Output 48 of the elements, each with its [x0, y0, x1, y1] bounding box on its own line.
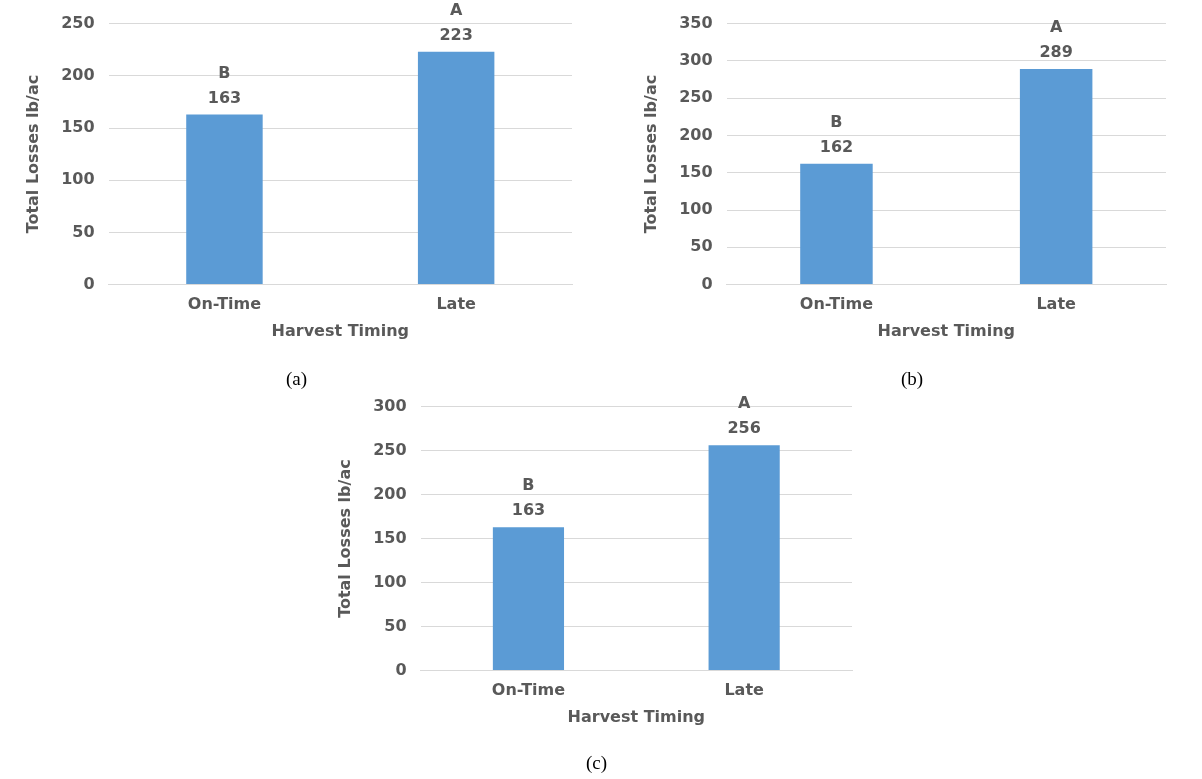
text: (a)	[286, 368, 308, 390]
y-axis-title: Total Losses lb/ac	[22, 74, 42, 234]
x-axis-title: Harvest Timing	[877, 320, 1016, 340]
y-axis-title: Total Losses lb/ac	[640, 74, 660, 234]
x-axis-title: Harvest Timing	[271, 320, 410, 340]
x-tick-label: On-Time	[491, 680, 566, 700]
data-label: 162	[819, 136, 854, 156]
x-tick-label: Late	[1036, 294, 1077, 314]
y-tick-label: 0	[83, 273, 95, 293]
y-tick-label: 200	[373, 483, 407, 503]
y-tick-label: 0	[395, 659, 407, 679]
y-tick-label: 300	[679, 50, 713, 70]
annotation: B	[522, 475, 535, 495]
y-tick-label: 100	[679, 199, 713, 219]
x-tick-label: Late	[724, 680, 765, 700]
data-label: 256	[727, 418, 761, 438]
annotation: B	[830, 111, 843, 131]
y-tick-label: 150	[679, 161, 713, 181]
y-tick-label: 150	[373, 527, 407, 547]
annotation: B	[218, 62, 231, 82]
y-tick-label: 350	[679, 12, 713, 32]
y-tick-label: 100	[61, 169, 95, 189]
y-tick-label: 50	[72, 221, 95, 241]
y-axis-title: Total Losses lb/ac	[334, 459, 354, 618]
data-label: 223	[439, 24, 473, 44]
data-label: 289	[1039, 42, 1073, 62]
data-label: 163	[207, 87, 242, 107]
y-tick-label: 250	[61, 12, 95, 32]
annotation: A	[1049, 17, 1063, 37]
x-tick-label: Late	[436, 294, 477, 314]
y-tick-label: 250	[679, 87, 713, 107]
y-tick-label: 100	[373, 571, 407, 591]
y-tick-label: 50	[384, 615, 407, 635]
y-tick-label: 50	[690, 236, 713, 256]
x-tick-label: On-Time	[799, 294, 874, 314]
x-axis-title: Harvest Timing	[567, 706, 706, 726]
text: (b)	[901, 368, 924, 390]
y-tick-label: 250	[373, 439, 407, 459]
y-tick-label: 200	[679, 124, 713, 144]
y-tick-label: 300	[373, 395, 407, 415]
y-tick-label: 0	[701, 273, 713, 293]
y-tick-label: 200	[61, 64, 95, 84]
y-tick-label: 150	[61, 117, 95, 137]
annotation: A	[737, 393, 751, 413]
annotation: A	[449, 0, 463, 19]
x-tick-label: On-Time	[187, 294, 262, 314]
data-label: 163	[511, 500, 546, 520]
text: (c)	[586, 752, 608, 774]
